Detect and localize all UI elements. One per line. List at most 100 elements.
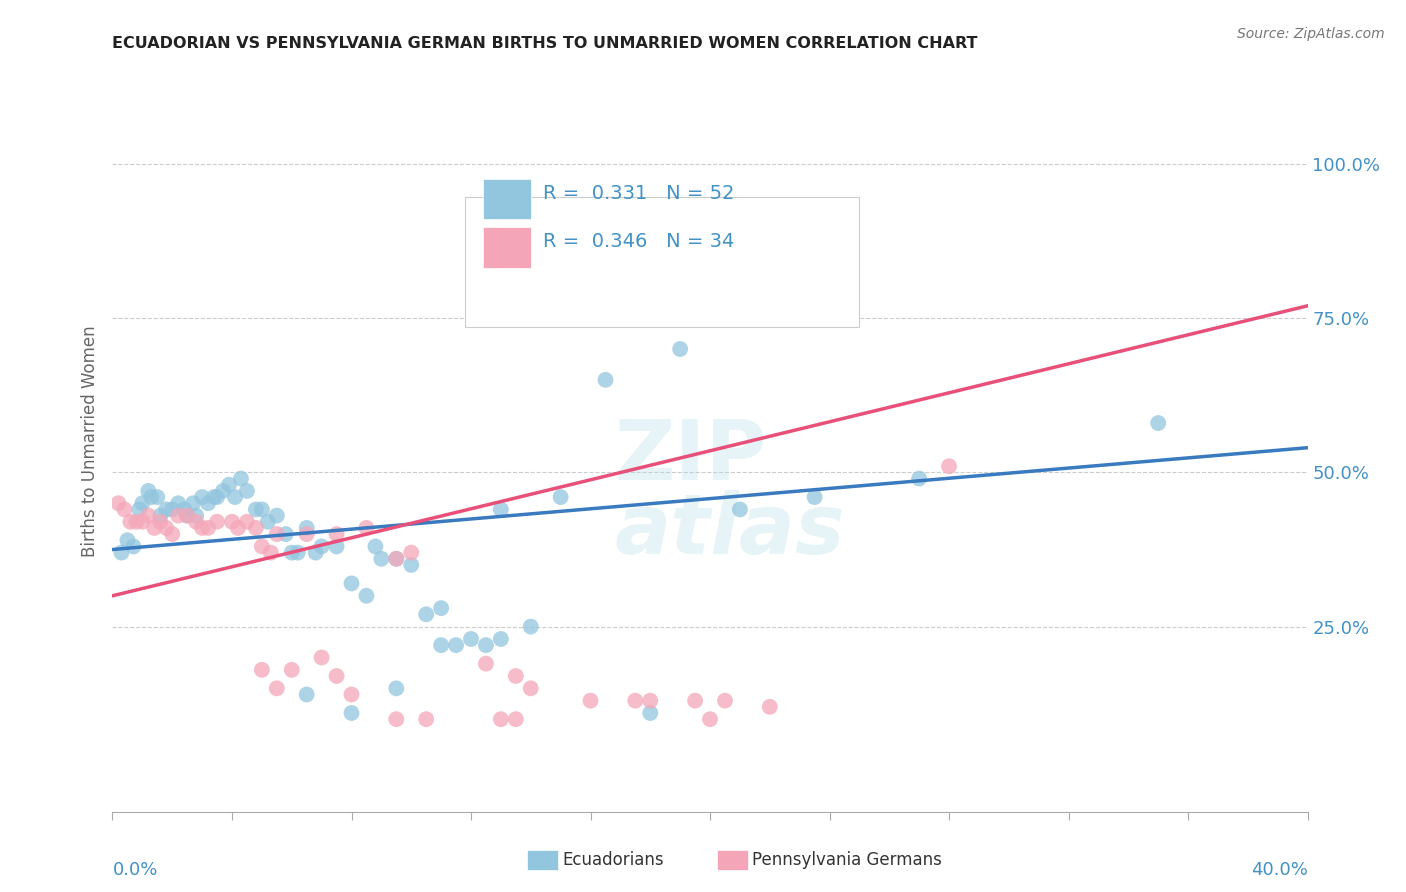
Point [579,694,602,708]
Point [250,663,273,677]
Point [224,490,246,504]
Text: atlas: atlas [614,490,845,571]
Point [669,342,692,356]
Point [221,515,243,529]
Point [173,502,195,516]
Point [131,496,153,510]
Point [489,502,512,516]
Point [356,521,378,535]
Point [295,527,318,541]
Point [186,515,208,529]
Point [401,545,423,560]
Point [938,459,960,474]
Text: Pennsylvania Germans: Pennsylvania Germans [752,851,942,869]
Point [229,471,252,485]
Point [356,589,378,603]
Text: Source: ZipAtlas.com: Source: ZipAtlas.com [1237,27,1385,41]
Point [120,515,142,529]
Point [257,515,280,529]
Point [430,601,453,615]
Point [415,712,437,726]
Point [181,496,204,510]
Point [325,540,347,554]
Point [167,496,190,510]
Point [128,502,150,516]
Point [226,521,249,535]
Point [274,527,297,541]
Point [117,533,139,548]
Point [162,527,183,541]
Point [385,712,408,726]
Point [401,558,423,572]
Point [236,483,259,498]
Point [295,521,318,535]
Point [340,706,363,720]
Point [281,545,304,560]
Point [340,688,363,702]
Point [197,521,219,535]
Point [250,502,273,516]
Point [505,712,527,726]
Point [218,477,240,491]
Point [683,694,706,708]
Point [311,540,333,554]
Point [212,483,235,498]
Text: ECUADORIAN VS PENNSYLVANIA GERMAN BIRTHS TO UNMARRIED WOMEN CORRELATION CHART: ECUADORIAN VS PENNSYLVANIA GERMAN BIRTHS… [112,36,979,51]
Point [125,515,148,529]
Point [550,490,572,504]
Point [260,545,283,560]
Bar [484,227,531,268]
Point [520,619,543,633]
Point [176,508,198,523]
Point [122,540,145,554]
Point [460,632,482,646]
Point [205,515,228,529]
Point [143,521,166,535]
Point [325,527,347,541]
Point [131,515,153,529]
Point [146,490,169,504]
Point [197,496,219,510]
Point [202,490,225,504]
Point [430,638,453,652]
Point [167,508,190,523]
Point [385,681,408,696]
Point [245,502,267,516]
Point [266,681,288,696]
Point [311,650,333,665]
Point [236,515,259,529]
Point [340,576,363,591]
Point [370,551,392,566]
Point [364,540,387,554]
Point [191,490,214,504]
Point [281,663,304,677]
Point [155,502,177,516]
Point [141,490,163,504]
Point [1147,416,1170,430]
Bar [484,178,531,219]
Point [325,669,347,683]
Point [250,540,273,554]
Point [415,607,437,622]
Point [714,694,737,708]
FancyBboxPatch shape [465,197,859,326]
Point [489,712,512,726]
Point [908,471,931,485]
Point [699,712,721,726]
Y-axis label: Births to Unmarried Women: Births to Unmarried Women [80,326,98,558]
Point [149,515,172,529]
Point [595,373,617,387]
Point [149,508,172,523]
Text: R =  0.331   N = 52: R = 0.331 N = 52 [543,184,734,203]
Point [444,638,467,652]
Point [475,638,498,652]
Point [759,699,782,714]
Point [138,508,160,523]
Point [295,688,318,702]
Text: 40.0%: 40.0% [1251,861,1308,880]
Point [728,502,751,516]
Point [107,496,129,510]
Point [505,669,527,683]
Point [304,545,326,560]
Point [475,657,498,671]
